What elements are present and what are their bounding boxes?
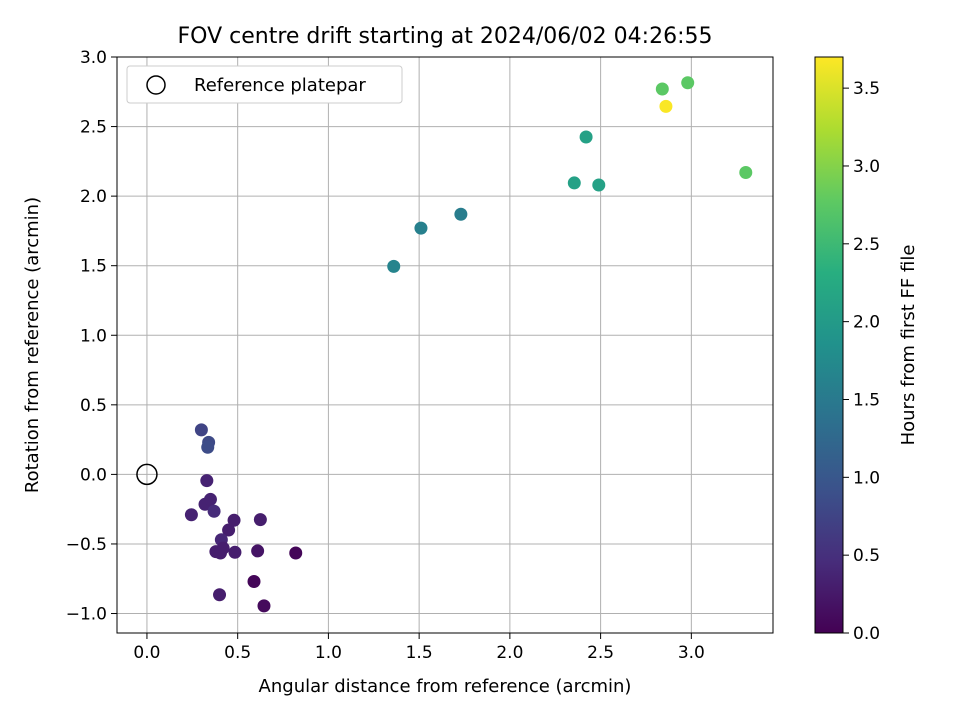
colorbar-tick-label: 3.0 bbox=[853, 157, 880, 177]
plot-frame bbox=[116, 56, 774, 634]
data-point bbox=[257, 599, 271, 613]
reference-platepar-marker bbox=[136, 463, 158, 486]
x-tick-label: 3.0 bbox=[678, 643, 705, 663]
colorbar-tick-label: 3.5 bbox=[853, 79, 880, 99]
data-point bbox=[579, 130, 593, 144]
y-tick-label: 3.0 bbox=[80, 48, 107, 68]
legend-box bbox=[126, 65, 403, 104]
data-point bbox=[201, 440, 215, 454]
x-axis-label: Angular distance from reference (arcmin) bbox=[259, 676, 632, 697]
x-tick-label: 1.5 bbox=[406, 643, 433, 663]
data-point bbox=[213, 588, 227, 602]
colorbar-gradient bbox=[814, 56, 844, 634]
data-point bbox=[247, 575, 261, 589]
y-tick-label: 2.0 bbox=[80, 187, 107, 207]
colorbar-ticks: 0.0 0.5 1.0 1.5 2.0 2.5 3.0 3.5 bbox=[843, 79, 880, 644]
data-point bbox=[414, 221, 428, 235]
data-points bbox=[136, 76, 753, 613]
x-tick-label: 1.0 bbox=[315, 643, 342, 663]
data-point bbox=[567, 176, 581, 190]
legend-entry-reference: Reference platepar bbox=[194, 75, 366, 96]
data-point bbox=[228, 545, 242, 559]
x-tick-label: 0.5 bbox=[224, 643, 251, 663]
x-tick-label: 0.0 bbox=[133, 643, 160, 663]
data-point bbox=[251, 544, 265, 558]
data-point bbox=[655, 82, 669, 96]
data-point bbox=[659, 99, 673, 113]
data-point bbox=[194, 423, 208, 437]
colorbar-tick-label: 0.0 bbox=[853, 624, 880, 644]
data-point bbox=[681, 76, 695, 90]
y-tick-label: 1.5 bbox=[80, 257, 107, 277]
chart-title: FOV centre drift starting at 2024/06/02 … bbox=[178, 24, 713, 49]
legend: Reference platepar bbox=[126, 65, 403, 104]
x-axis: 0.0 0.5 1.0 1.5 2.0 2.5 3.0 bbox=[133, 633, 705, 663]
y-tick-label: 0.0 bbox=[80, 465, 107, 485]
data-point bbox=[454, 207, 468, 221]
data-point bbox=[227, 513, 241, 527]
x-tick-label: 2.5 bbox=[587, 643, 614, 663]
data-point bbox=[387, 259, 401, 273]
grid bbox=[117, 56, 773, 633]
colorbar-tick-label: 1.0 bbox=[853, 468, 880, 488]
colorbar: 0.0 0.5 1.0 1.5 2.0 2.5 3.0 3.5 Hours from firs… bbox=[814, 56, 919, 644]
colorbar-label: Hours from first FF file bbox=[898, 245, 919, 446]
y-axis-label: Rotation from reference (arcmin) bbox=[22, 197, 43, 493]
data-point bbox=[253, 513, 267, 527]
colorbar-tick-label: 2.5 bbox=[853, 235, 880, 255]
data-point bbox=[289, 546, 303, 560]
legend-reference-marker bbox=[146, 75, 166, 95]
data-point bbox=[207, 504, 221, 518]
data-point bbox=[203, 492, 217, 506]
colorbar-tick-label: 2.0 bbox=[853, 313, 880, 333]
y-tick-label: 0.5 bbox=[80, 396, 107, 416]
colorbar-tick-label: 0.5 bbox=[853, 546, 880, 566]
data-point bbox=[739, 165, 753, 179]
y-tick-label: −0.5 bbox=[66, 535, 107, 555]
y-axis: −1.0 −0.5 0.0 0.5 1.0 1.5 2.0 2.5 3.0 bbox=[66, 48, 117, 625]
y-tick-label: 2.5 bbox=[80, 118, 107, 138]
data-point bbox=[200, 474, 214, 488]
y-tick-label: 1.0 bbox=[80, 326, 107, 346]
data-point bbox=[222, 523, 236, 537]
data-point bbox=[184, 508, 198, 522]
data-point bbox=[213, 546, 227, 560]
x-tick-label: 2.0 bbox=[496, 643, 523, 663]
colorbar-tick-label: 1.5 bbox=[853, 390, 880, 410]
data-point bbox=[592, 178, 606, 192]
y-tick-label: −1.0 bbox=[66, 605, 107, 625]
